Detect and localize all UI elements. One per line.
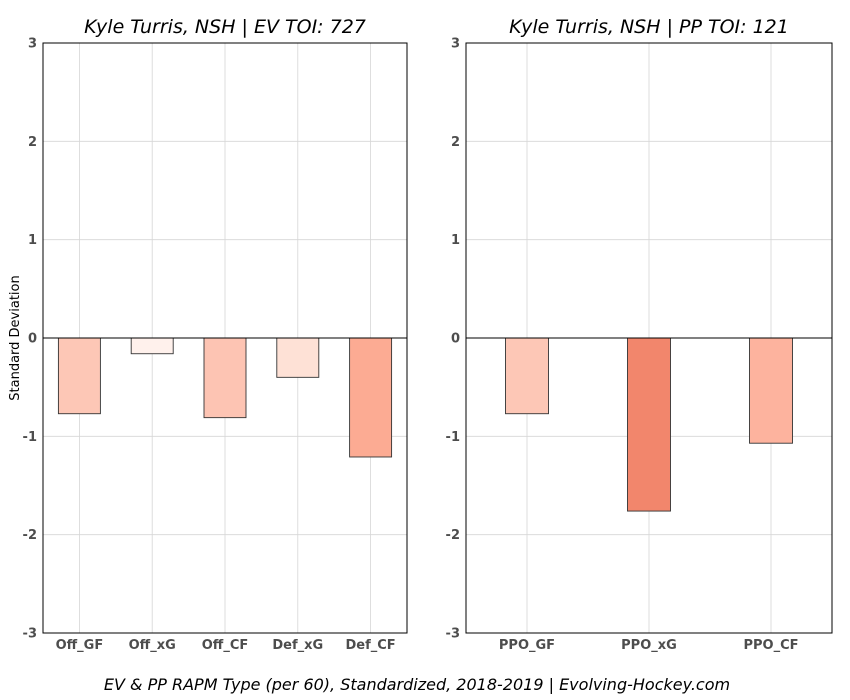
ev-y-tick-label: 0 xyxy=(28,332,37,347)
pp-x-tick-label: PPO_xG xyxy=(621,638,677,653)
ev-bar-off-cf xyxy=(203,337,247,419)
ev-bar-def-cf xyxy=(349,337,393,458)
pp-bar-ppo-cf xyxy=(749,337,793,444)
ev-y-tick-label: 1 xyxy=(28,233,37,248)
figure-caption: EV & PP RAPM Type (per 60), Standardized… xyxy=(104,675,730,694)
ev-plot-frame xyxy=(42,42,408,634)
ev-x-tick-label: Def_CF xyxy=(346,638,396,653)
pp-bar-ppo-xg xyxy=(627,337,671,512)
ev-y-tick-label: -3 xyxy=(23,627,37,642)
pp-y-tick-label: -2 xyxy=(446,528,460,543)
ev-y-tick-label: 3 xyxy=(28,37,37,52)
pp-y-tick-label: 2 xyxy=(451,135,460,150)
ev-chart-title: Kyle Turris, NSH | EV TOI: 727 xyxy=(84,16,366,38)
ev-bar-def-xg xyxy=(276,337,320,378)
ev-y-tick-label: -1 xyxy=(23,430,37,445)
pp-y-tick-label: 0 xyxy=(451,332,460,347)
y-axis-label: Standard Deviation xyxy=(8,275,23,400)
ev-bar-off-gf xyxy=(57,337,101,415)
ev-rapm-panel: Kyle Turris, NSH | EV TOI: 727 -3 -2 -1 0 1 2 3… xyxy=(23,16,408,653)
pp-chart-title: Kyle Turris, NSH | PP TOI: 121 xyxy=(509,16,789,38)
ev-bar-off-xg xyxy=(130,337,174,355)
ev-x-tick-label: Off_GF xyxy=(56,638,104,653)
ev-x-tick-label: Off_CF xyxy=(202,638,249,653)
pp-y-tick-label: -3 xyxy=(446,627,460,642)
ev-x-tick-label: Def_xG xyxy=(272,638,323,653)
pp-x-tick-label: PPO_CF xyxy=(743,638,798,653)
pp-y-tick-label: 1 xyxy=(451,233,460,248)
pp-bar-ppo-gf xyxy=(505,337,549,415)
pp-y-tick-label: -1 xyxy=(446,430,460,445)
ev-y-tick-label: 2 xyxy=(28,135,37,150)
pp-rapm-panel: Kyle Turris, NSH | PP TOI: 121 -3 -2 -1 0 1 2 3… xyxy=(446,16,833,653)
ev-x-tick-label: Off_xG xyxy=(129,638,176,653)
pp-plot-frame xyxy=(465,42,833,634)
pp-y-tick-label: 3 xyxy=(451,37,460,52)
pp-x-tick-label: PPO_GF xyxy=(499,638,555,653)
ev-y-tick-label: -2 xyxy=(23,528,37,543)
